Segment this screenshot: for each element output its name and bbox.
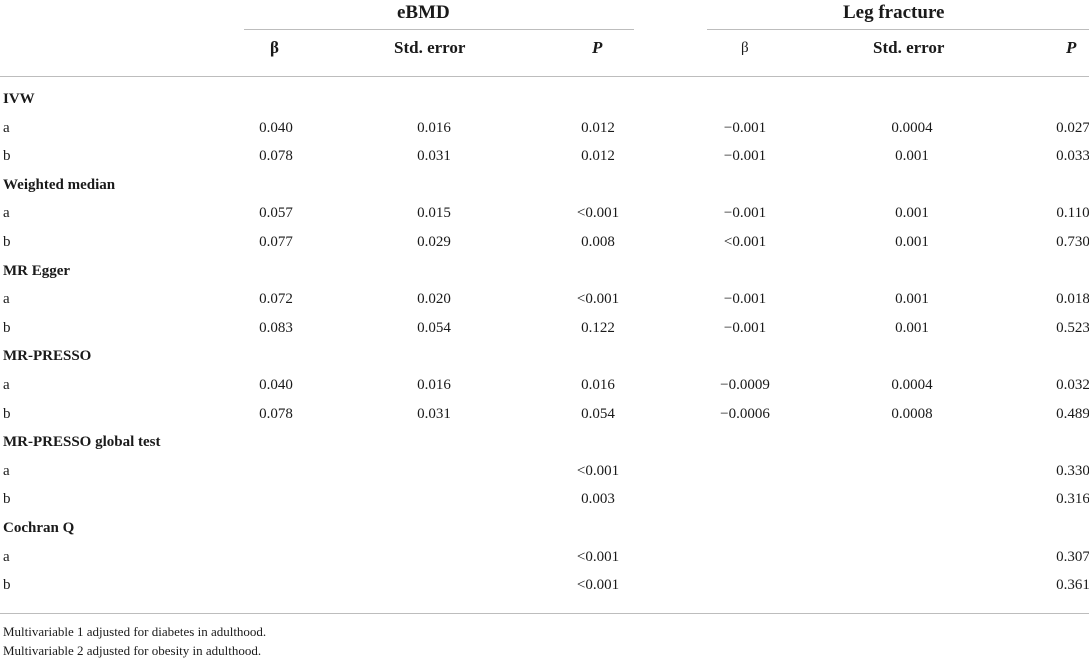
header-bottom-rule: [0, 76, 1089, 77]
cell-std-error-leg: 0.001: [895, 205, 929, 221]
cell-beta-ebmd: 0.078: [259, 148, 293, 164]
cell-beta-leg: −0.001: [723, 148, 767, 164]
cell-std-error-ebmd: 0.016: [417, 120, 451, 136]
cell-std-error-leg: 0.0004: [891, 120, 933, 136]
row-label: a: [3, 120, 10, 136]
cell-beta-ebmd: 0.072: [259, 291, 293, 307]
header-group-leg-rule: [707, 29, 1089, 30]
row-label: a: [3, 291, 10, 307]
cell-beta-leg: −0.001: [723, 205, 767, 221]
header-group-ebmd: eBMD: [397, 2, 450, 23]
cell-std-error-ebmd: 0.015: [417, 205, 451, 221]
row-label: b: [3, 234, 11, 250]
section-label: Weighted median: [3, 177, 116, 193]
header-p-leg: P: [1066, 38, 1077, 57]
cell-p-leg: 0.489: [1056, 406, 1089, 422]
header-beta-leg: β: [741, 40, 749, 56]
cell-std-error-leg: 0.001: [895, 148, 929, 164]
header-group-ebmd-rule: [244, 29, 634, 30]
cell-p-leg: 0.361: [1056, 577, 1089, 593]
section-label: Cochran Q: [3, 520, 75, 536]
cell-p-ebmd: 0.122: [581, 320, 615, 336]
row-label: a: [3, 549, 10, 565]
cell-std-error-leg: 0.001: [895, 234, 929, 250]
row-label: b: [3, 148, 11, 164]
cell-std-error-leg: 0.001: [895, 320, 929, 336]
cell-p-leg: 0.330: [1056, 463, 1089, 479]
section-label: MR Egger: [3, 263, 71, 279]
cell-beta-leg: −0.001: [723, 320, 767, 336]
cell-p-leg: 0.110: [1056, 205, 1089, 221]
cell-p-ebmd: <0.001: [576, 291, 620, 307]
row-label: a: [3, 377, 10, 393]
cell-std-error-ebmd: 0.031: [417, 406, 451, 422]
cell-p-leg: 0.316: [1056, 491, 1089, 507]
cell-p-leg: 0.523: [1056, 320, 1089, 336]
cell-std-error-leg: 0.0008: [891, 406, 933, 422]
cell-p-ebmd: <0.001: [576, 205, 620, 221]
footnote-2: Multivariable 2 adjusted for obesity in …: [3, 643, 262, 658]
cell-p-ebmd: <0.001: [576, 463, 620, 479]
header-std-error-ebmd: Std. error: [394, 38, 466, 57]
row-label: b: [3, 320, 11, 336]
cell-p-ebmd: <0.001: [576, 577, 620, 593]
cell-p-leg: 0.307: [1056, 549, 1089, 565]
cell-p-ebmd: 0.054: [581, 406, 615, 422]
cell-std-error-ebmd: 0.016: [417, 377, 451, 393]
cell-beta-ebmd: 0.040: [259, 120, 293, 136]
cell-p-ebmd: 0.008: [581, 234, 615, 250]
cell-std-error-ebmd: 0.020: [417, 291, 451, 307]
cell-beta-leg: −0.001: [723, 120, 767, 136]
section-label: MR-PRESSO: [3, 348, 92, 364]
header-std-error-leg: Std. error: [873, 38, 945, 57]
cell-p-leg: 0.033: [1056, 148, 1089, 164]
cell-std-error-leg: 0.001: [895, 291, 929, 307]
row-label: a: [3, 463, 10, 479]
cell-beta-ebmd: 0.040: [259, 377, 293, 393]
cell-std-error-leg: 0.0004: [891, 377, 933, 393]
row-label: b: [3, 577, 11, 593]
header-beta-ebmd: β: [270, 38, 279, 57]
cell-std-error-ebmd: 0.031: [417, 148, 451, 164]
cell-p-ebmd: 0.012: [581, 148, 615, 164]
cell-std-error-ebmd: 0.054: [417, 320, 451, 336]
row-label: a: [3, 205, 10, 221]
cell-beta-ebmd: 0.077: [259, 234, 293, 250]
cell-beta-leg: −0.0006: [720, 406, 770, 422]
cell-p-leg: 0.018: [1056, 291, 1089, 307]
cell-beta-ebmd: 0.057: [259, 205, 293, 221]
cell-std-error-ebmd: 0.029: [417, 234, 451, 250]
cell-p-ebmd: <0.001: [576, 549, 620, 565]
cell-beta-leg: −0.001: [723, 291, 767, 307]
footnote-1: Multivariable 1 adjusted for diabetes in…: [3, 624, 267, 639]
cell-p-leg: 0.027: [1056, 120, 1089, 136]
section-label: MR-PRESSO global test: [3, 434, 161, 450]
header-group-leg-fracture: Leg fracture: [843, 2, 945, 23]
cell-p-ebmd: 0.012: [581, 120, 615, 136]
row-label: b: [3, 491, 11, 507]
header-p-ebmd: P: [592, 38, 603, 57]
table-bottom-rule: [0, 613, 1089, 614]
cell-p-leg: 0.730: [1056, 234, 1089, 250]
cell-p-ebmd: 0.003: [581, 491, 615, 507]
row-label: b: [3, 406, 11, 422]
cell-p-leg: 0.032: [1056, 377, 1089, 393]
cell-beta-leg: −0.0009: [720, 377, 770, 393]
cell-beta-ebmd: 0.078: [259, 406, 293, 422]
section-label: IVW: [3, 91, 35, 107]
cell-beta-leg: <0.001: [723, 234, 767, 250]
cell-beta-ebmd: 0.083: [259, 320, 293, 336]
cell-p-ebmd: 0.016: [581, 377, 615, 393]
